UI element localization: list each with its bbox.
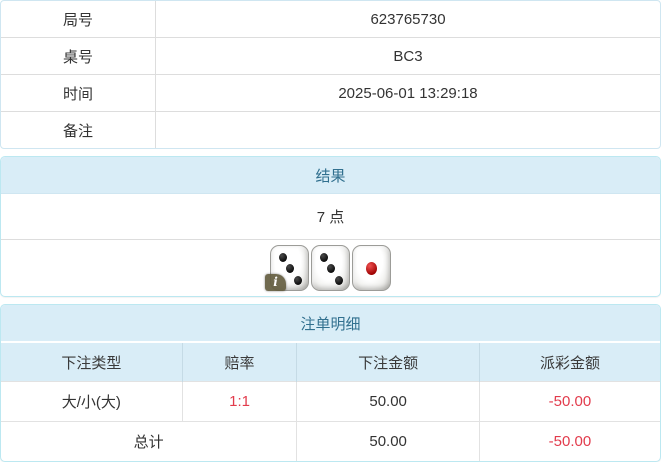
bet-odds-cell: 1:1	[181, 381, 297, 422]
total-payout-cell: -50.00	[478, 421, 660, 461]
die-pip	[335, 276, 343, 285]
remark-value	[156, 112, 660, 148]
result-points: 7 点	[1, 194, 660, 240]
die-pip	[327, 264, 335, 273]
round-id-row: 局号 623765730	[1, 1, 660, 38]
col-payout-amount: 派彩金额	[478, 343, 660, 382]
round-id-label: 局号	[1, 1, 156, 37]
image-info-badge[interactable]: i	[265, 274, 286, 291]
col-bet-amount: 下注金额	[296, 343, 480, 382]
table-id-row: 桌号 BC3	[1, 38, 660, 75]
result-panel-title: 结果	[1, 157, 660, 194]
die-pip	[286, 264, 294, 273]
bet-payout-cell: -50.00	[478, 381, 660, 422]
remark-label: 备注	[1, 112, 156, 148]
dice-row: i	[1, 240, 660, 296]
time-value: 2025-06-01 13:29:18	[338, 84, 478, 102]
bet-type-cell: 大/小(大)	[1, 381, 183, 422]
remark-row: 备注	[1, 112, 660, 148]
total-row: 总计 50.00 -50.00	[1, 421, 660, 461]
bets-header-row: 下注类型 赔率 下注金额 派彩金额	[1, 343, 660, 382]
die-icon	[352, 245, 391, 291]
bets-panel: 注单明细 下注类型 赔率 下注金额 派彩金额 大/小(大) 1:1 50.00 …	[0, 304, 661, 462]
die-pip	[294, 276, 302, 285]
die-pip	[320, 253, 328, 262]
time-row: 时间 2025-06-01 13:29:18	[1, 75, 660, 112]
total-label-cell: 总计	[1, 421, 297, 461]
round-id-value: 623765730	[370, 10, 446, 28]
table-id-label: 桌号	[1, 38, 156, 74]
die-pip	[279, 253, 287, 262]
bet-amount-cell: 50.00	[296, 381, 480, 422]
die-icon: i	[265, 245, 309, 291]
bets-table: 下注类型 赔率 下注金额 派彩金额 大/小(大) 1:1 50.00 -50.0…	[1, 343, 660, 461]
col-odds: 赔率	[181, 343, 297, 382]
round-info-table: 局号 623765730 桌号 BC3 时间 2025-06-01 13:29:…	[0, 0, 661, 149]
time-label: 时间	[1, 75, 156, 111]
bet-row: 大/小(大) 1:1 50.00 -50.00	[1, 381, 660, 422]
table-id-value: BC3	[393, 47, 423, 65]
die-icon	[311, 245, 350, 291]
bets-panel-title: 注单明细	[1, 305, 660, 343]
col-bet-type: 下注类型	[1, 343, 183, 382]
die-pip	[366, 262, 377, 275]
result-panel: 结果 7 点 i	[0, 156, 661, 297]
total-amount-cell: 50.00	[296, 421, 480, 461]
